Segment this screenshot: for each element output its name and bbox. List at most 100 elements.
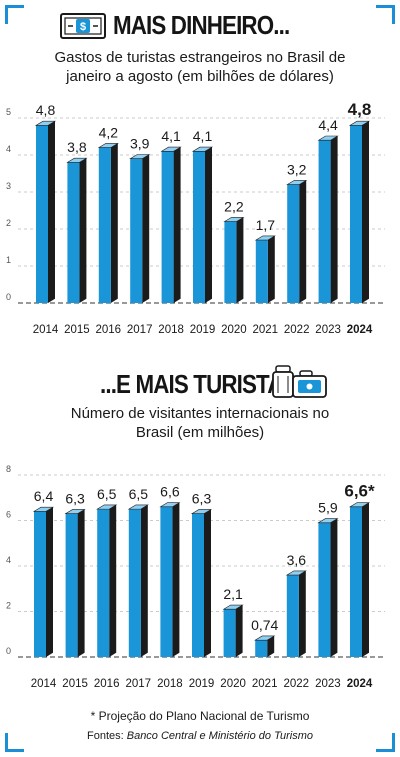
bar-top	[190, 509, 213, 514]
bar-top	[348, 120, 371, 126]
value-label-2017: 3,9	[130, 136, 150, 152]
bar-side	[205, 147, 212, 303]
sources-label: Fontes:	[86, 730, 124, 742]
bar-top	[127, 504, 149, 510]
bar-2015	[66, 157, 88, 303]
bar-top	[159, 502, 181, 508]
category-label-2015: 2015	[64, 324, 90, 336]
value-label-2016: 4,2	[99, 124, 119, 140]
bar-2019	[191, 146, 214, 303]
category-label-2022: 2022	[284, 324, 310, 336]
bar-front	[34, 511, 46, 657]
y-tick-label: 2	[6, 601, 11, 611]
bar-2021	[254, 235, 276, 303]
bar-top	[317, 518, 339, 524]
category-label-2016: 2016	[96, 324, 122, 336]
value-label-2018: 6,6	[160, 484, 180, 500]
value-label-2016: 6,5	[97, 486, 117, 502]
y-tick-label: 8	[6, 464, 11, 474]
bar-2019	[190, 509, 213, 657]
bar-front	[130, 158, 143, 303]
value-label-2015: 3,8	[67, 139, 87, 155]
bar-side	[142, 154, 150, 303]
value-label-2021: 1,7	[256, 217, 276, 233]
category-label-2024: 2024	[347, 324, 373, 336]
bar-top	[223, 217, 245, 222]
bar-top	[32, 506, 55, 512]
bar-front	[350, 506, 362, 657]
bar-side	[330, 518, 338, 657]
bar-front	[65, 513, 78, 657]
chart2-title: Número de visitantes internacionais no B…	[70, 405, 330, 441]
bar-top	[285, 570, 307, 576]
chart1-title: Gastos de turistas estrangeiros no Brasi…	[54, 49, 346, 85]
bar-side	[362, 121, 369, 303]
category-label-2020: 2020	[220, 678, 246, 690]
bar-top	[191, 146, 214, 152]
value-label-2022: 3,2	[287, 161, 307, 177]
category-label-2019: 2019	[189, 678, 215, 690]
headline-tourists: ...E MAIS TURISTAS	[100, 369, 297, 399]
bar-top	[96, 504, 118, 510]
sources-text: Banco Central e Ministério do Turismo	[126, 730, 313, 742]
bar-2017	[127, 504, 149, 657]
bar-front	[255, 640, 268, 657]
value-label-2023: 4,4	[318, 117, 338, 133]
bar-2016	[97, 143, 119, 303]
bar-front	[286, 575, 299, 657]
y-tick-label: 2	[6, 218, 11, 228]
value-label-2022: 3,6	[287, 552, 307, 568]
bar-front	[97, 509, 110, 657]
y-tick-label: 4	[6, 144, 11, 154]
value-label-2019: 6,3	[192, 490, 212, 506]
bar-top	[254, 635, 276, 641]
category-label-2014: 2014	[31, 678, 57, 690]
value-label-2017: 6,5	[129, 486, 149, 502]
y-tick-label: 0	[6, 646, 11, 656]
bar-front	[161, 151, 174, 303]
category-label-2016: 2016	[94, 678, 120, 690]
bar-2015	[64, 509, 86, 657]
bar-top	[160, 146, 182, 152]
y-tick-label: 1	[6, 255, 11, 265]
category-label-2018: 2018	[158, 324, 184, 336]
chart-tourist-spending: 0 1 2 3 4 5 4,8 2014 3,8 2015 4,2 2016 3,9 2017 4,1 201…	[6, 100, 385, 336]
bar-front	[160, 506, 173, 657]
bar-side	[236, 217, 244, 303]
bar-side	[267, 635, 275, 657]
value-label-2015: 6,3	[65, 490, 85, 506]
value-label-2018: 4,1	[161, 128, 181, 144]
bar-front	[36, 125, 48, 304]
bar-2022	[285, 570, 307, 657]
category-label-2021: 2021	[252, 678, 278, 690]
corner-top-right	[376, 5, 395, 24]
category-label-2017: 2017	[126, 678, 152, 690]
bar-2014	[34, 120, 57, 304]
bar-front	[318, 140, 331, 303]
bar-front	[193, 151, 205, 303]
category-label-2024: 2024	[347, 678, 373, 690]
category-label-2017: 2017	[127, 324, 153, 336]
bar-2022	[286, 180, 308, 303]
bar-2014	[32, 506, 55, 657]
bar-side	[109, 504, 117, 657]
bar-2018	[160, 146, 182, 303]
bar-side	[330, 136, 338, 303]
bar-front	[287, 184, 300, 303]
y-tick-label: 5	[6, 107, 11, 117]
bar-side	[110, 143, 118, 303]
value-label-2019: 4,1	[193, 128, 213, 144]
category-label-2020: 2020	[221, 324, 247, 336]
svg-text:$: $	[80, 21, 86, 33]
luggage-icon	[272, 365, 327, 398]
bar-top	[348, 502, 371, 508]
value-label-2024: 4,8	[348, 100, 372, 119]
bar-2021	[254, 635, 276, 657]
bar-2024	[348, 120, 371, 304]
bar-2016	[96, 504, 118, 657]
bar-2024	[348, 502, 371, 657]
bar-2017	[129, 154, 151, 303]
value-label-2021: 0,74	[251, 617, 278, 633]
value-label-2023: 5,9	[318, 500, 338, 516]
money-icon: $	[60, 13, 106, 39]
